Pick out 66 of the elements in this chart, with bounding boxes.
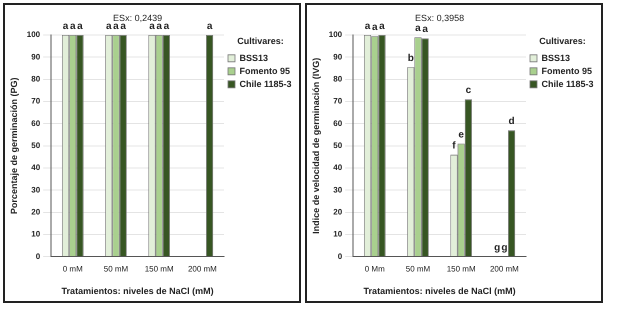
data-label: a [156, 20, 162, 32]
y-tick-label: 70 [31, 96, 41, 106]
x-tick-label: 50 mM [406, 264, 431, 274]
data-label: a [164, 20, 170, 32]
y-tick-label: 0 [338, 252, 343, 261]
data-label: e [458, 129, 464, 140]
legend-label: BSS13 [240, 52, 268, 63]
legend-label: Chile 1185-3 [542, 78, 594, 89]
y-tick-label: 50 [333, 141, 343, 150]
y-tick-label: 50 [31, 141, 41, 150]
x-tick-label: 0 Mm [364, 264, 386, 274]
data-label: g [494, 242, 500, 254]
data-label: a [106, 20, 112, 32]
data-label: g [501, 242, 508, 254]
x-axis-title: Tratamientos: niveles de NaCl (mM) [62, 286, 214, 296]
data-label: a [62, 20, 69, 32]
data-label: a [415, 22, 422, 34]
legend-title: Cultivares: [237, 36, 284, 46]
y-tick-label: 90 [31, 52, 41, 62]
legend-label: Chile 1185-3 [240, 78, 292, 89]
data-label: b [408, 52, 414, 64]
x-tick-label: 50 mM [104, 264, 129, 274]
data-label: c [466, 85, 472, 96]
x-tick-label: 200 mM [188, 264, 218, 274]
data-label: a [113, 20, 120, 32]
x-tick-label: 0 mM [62, 264, 84, 274]
data-label: a [70, 20, 76, 32]
x-tick-label: 200 mM [490, 264, 520, 274]
legend-title: Cultivares: [539, 36, 586, 46]
data-label: a [364, 20, 371, 32]
data-label: a [206, 20, 213, 32]
data-label: a [149, 20, 156, 32]
y-axis-title: Indice de velocidad de germinación (IVG) [310, 58, 321, 234]
y-tick-label: 90 [333, 52, 343, 62]
legend-label: Fomento 95 [240, 66, 290, 76]
legend-label: Fomento 95 [542, 66, 592, 76]
x-axis-title: Tratamientos: niveles de NaCl (mM) [364, 286, 516, 296]
y-tick-label: 20 [333, 207, 343, 216]
y-tick-label: 30 [333, 185, 343, 194]
text: ESx: 0,2439 [113, 12, 162, 23]
legend-label: BSS13 [542, 52, 570, 63]
text: ESx: 0,3958 [415, 12, 464, 23]
y-tick-label: 60 [333, 118, 343, 128]
y-tick-label: 20 [31, 207, 41, 216]
y-tick-label: 80 [31, 74, 41, 84]
data-label: a [120, 20, 126, 32]
y-tick-label: 0 [36, 252, 41, 261]
y-tick-label: 60 [31, 118, 41, 128]
y-tick-label: 40 [31, 163, 41, 172]
y-tick-label: 80 [333, 74, 343, 84]
data-label: f [452, 140, 456, 152]
data-label: d [508, 116, 515, 128]
y-axis-title: Porcentaje de germinación (PG) [8, 78, 19, 214]
x-tick-label: 150 mM [446, 264, 476, 274]
y-tick-label: 10 [333, 230, 343, 239]
data-label: a [379, 20, 386, 32]
data-label: a [372, 22, 378, 33]
y-tick-label: 40 [333, 163, 343, 172]
y-tick-label: 100 [328, 30, 343, 40]
y-tick-label: 30 [31, 185, 41, 194]
y-tick-label: 100 [26, 30, 41, 40]
x-tick-label: 150 mM [144, 264, 174, 274]
data-label: a [422, 24, 428, 36]
y-tick-label: 10 [31, 230, 41, 239]
y-tick-label: 70 [333, 96, 343, 106]
data-label: a [77, 20, 84, 32]
